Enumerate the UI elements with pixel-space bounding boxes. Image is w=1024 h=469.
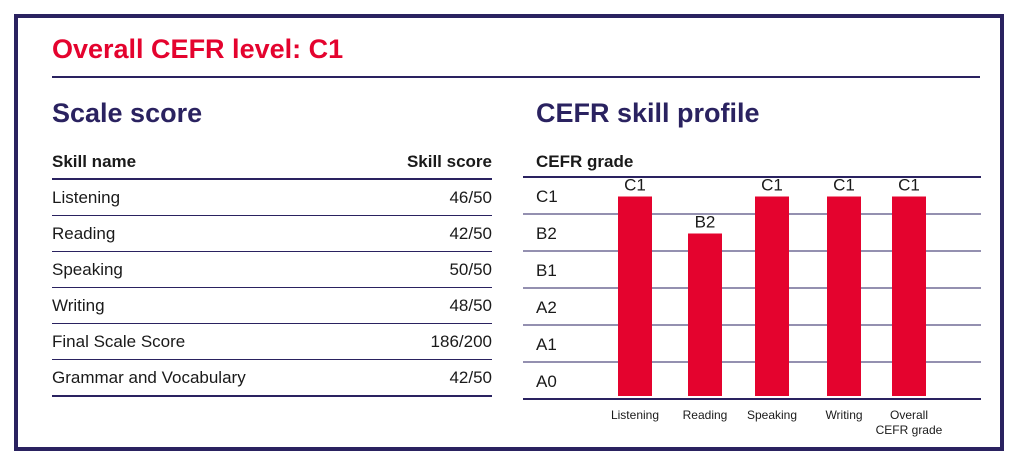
- skill-name-cell: Final Scale Score: [52, 323, 358, 360]
- skill-name-cell: Listening: [52, 179, 358, 216]
- x-tick-label: Speaking: [747, 408, 797, 422]
- skill-score-cell: 48/50: [357, 287, 492, 324]
- table-row: Final Scale Score 186/200: [52, 323, 492, 360]
- scale-score-title: Scale score: [52, 98, 203, 128]
- x-tick-label: Reading: [683, 408, 728, 422]
- skill-name-cell: Grammar and Vocabulary: [52, 359, 358, 397]
- y-tick-label: A0: [536, 372, 557, 391]
- table-row: Speaking 50/50: [52, 251, 492, 288]
- chart-bar: [827, 196, 861, 396]
- skill-score-cell: 186/200: [357, 323, 492, 360]
- table-row: Grammar and Vocabulary 42/50: [52, 359, 492, 397]
- column-header-skill-score: Skill score: [357, 146, 492, 180]
- chart-bar: [892, 196, 926, 396]
- skill-score-cell: 50/50: [357, 251, 492, 288]
- skill-name-cell: Speaking: [52, 251, 358, 288]
- report-frame: Overall CEFR level: C1 Scale score CEFR …: [14, 14, 1004, 451]
- chart-bar: [755, 196, 789, 396]
- bar-data-label: C1: [624, 176, 646, 195]
- table-row: Listening 46/50: [52, 179, 492, 216]
- scale-score-table: Skill name Skill score Listening 46/50 R…: [52, 146, 492, 397]
- chart-bar: [688, 233, 722, 396]
- x-tick-label: Writing: [825, 408, 862, 422]
- chart-axis-title: CEFR grade: [536, 152, 634, 171]
- table-row: Writing 48/50: [52, 287, 492, 324]
- title-divider: [52, 76, 980, 78]
- bar-data-label: C1: [833, 176, 855, 195]
- table-header-row: Skill name Skill score: [52, 146, 492, 180]
- table-row: Reading 42/50: [52, 215, 492, 252]
- column-header-skill-name: Skill name: [52, 146, 358, 180]
- skill-name-cell: Writing: [52, 287, 358, 324]
- skill-name-cell: Reading: [52, 215, 358, 252]
- y-tick-label: B1: [536, 261, 557, 280]
- skill-score-cell: 42/50: [357, 215, 492, 252]
- y-tick-label: C1: [536, 187, 558, 206]
- chart-bar: [618, 196, 652, 396]
- bar-data-label: C1: [761, 176, 783, 195]
- y-tick-label: B2: [536, 224, 557, 243]
- x-tick-label: Listening: [611, 408, 659, 422]
- bar-data-label: B2: [695, 213, 716, 232]
- skill-score-cell: 46/50: [357, 179, 492, 216]
- x-tick-label: Overall: [890, 408, 928, 422]
- cefr-bar-chart: C1 B2 B1 A2 A1 A0 C1 Listening B2 Reading C1 Speaki…: [523, 176, 981, 437]
- overall-cefr-title: Overall CEFR level: C1: [52, 34, 344, 64]
- x-tick-label: CEFR grade: [876, 423, 943, 437]
- y-tick-label: A2: [536, 298, 557, 317]
- bar-data-label: C1: [898, 176, 920, 195]
- y-tick-label: A1: [536, 335, 557, 354]
- skill-profile-title: CEFR skill profile: [536, 98, 760, 128]
- skill-score-cell: 42/50: [357, 359, 492, 397]
